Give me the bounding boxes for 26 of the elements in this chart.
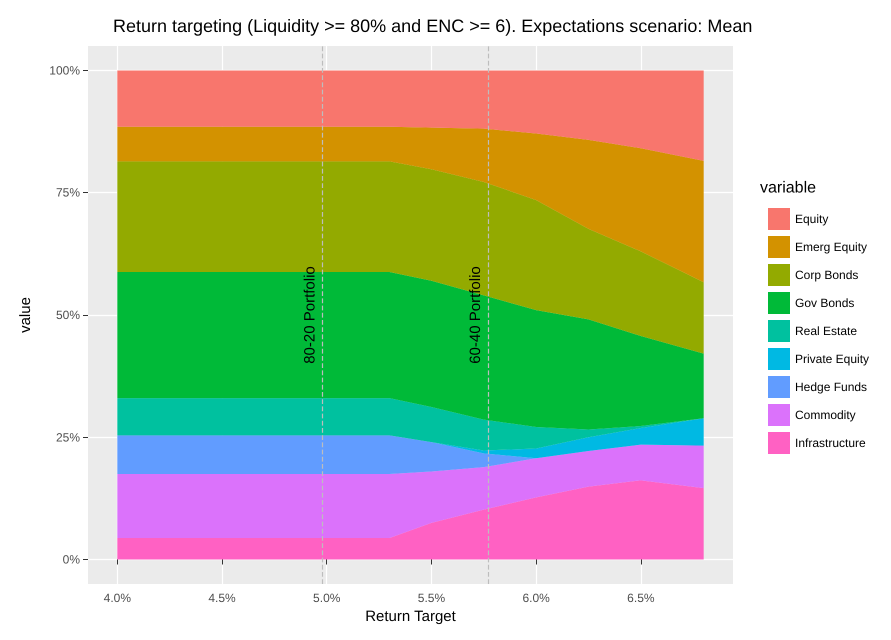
y-tick-label: 100% <box>49 63 80 78</box>
y-axis-title: value <box>17 297 34 333</box>
legend-label: Hedge Funds <box>795 380 868 394</box>
y-tick-label: 75% <box>56 186 80 200</box>
x-tick-label: 4.5% <box>208 591 236 605</box>
x-tick-label: 4.0% <box>104 591 132 605</box>
legend-label: Emerg Equity <box>795 240 868 254</box>
x-tick-label: 6.5% <box>627 591 655 605</box>
y-tick-label: 25% <box>56 430 80 444</box>
legend-label: Equity <box>795 212 828 226</box>
legend-label: Private Equity <box>795 352 870 366</box>
legend-label: Gov Bonds <box>795 296 854 310</box>
x-axis-title: Return Target <box>365 608 457 625</box>
x-tick-label: 5.5% <box>418 591 446 605</box>
y-tick-label: 0% <box>62 552 80 567</box>
legend-label: Commodity <box>795 408 856 422</box>
x-tick-label: 5.0% <box>313 591 341 605</box>
ref-line-label: 80-20 Portfolio <box>302 266 319 364</box>
legend-label: Corp Bonds <box>795 268 858 282</box>
legend-title: variable <box>760 180 816 196</box>
y-tick-label: 50% <box>56 308 80 322</box>
legend-label: Infrastructure <box>795 436 866 450</box>
ref-line-label: 60-40 Portfolio <box>466 266 484 364</box>
legend-label: Real Estate <box>795 324 858 338</box>
x-tick-label: 6.0% <box>522 591 550 605</box>
chart-title: Return targeting (Liquidity >= 80% and ENC >= 6). Expectations scenario: Mean <box>113 16 752 36</box>
